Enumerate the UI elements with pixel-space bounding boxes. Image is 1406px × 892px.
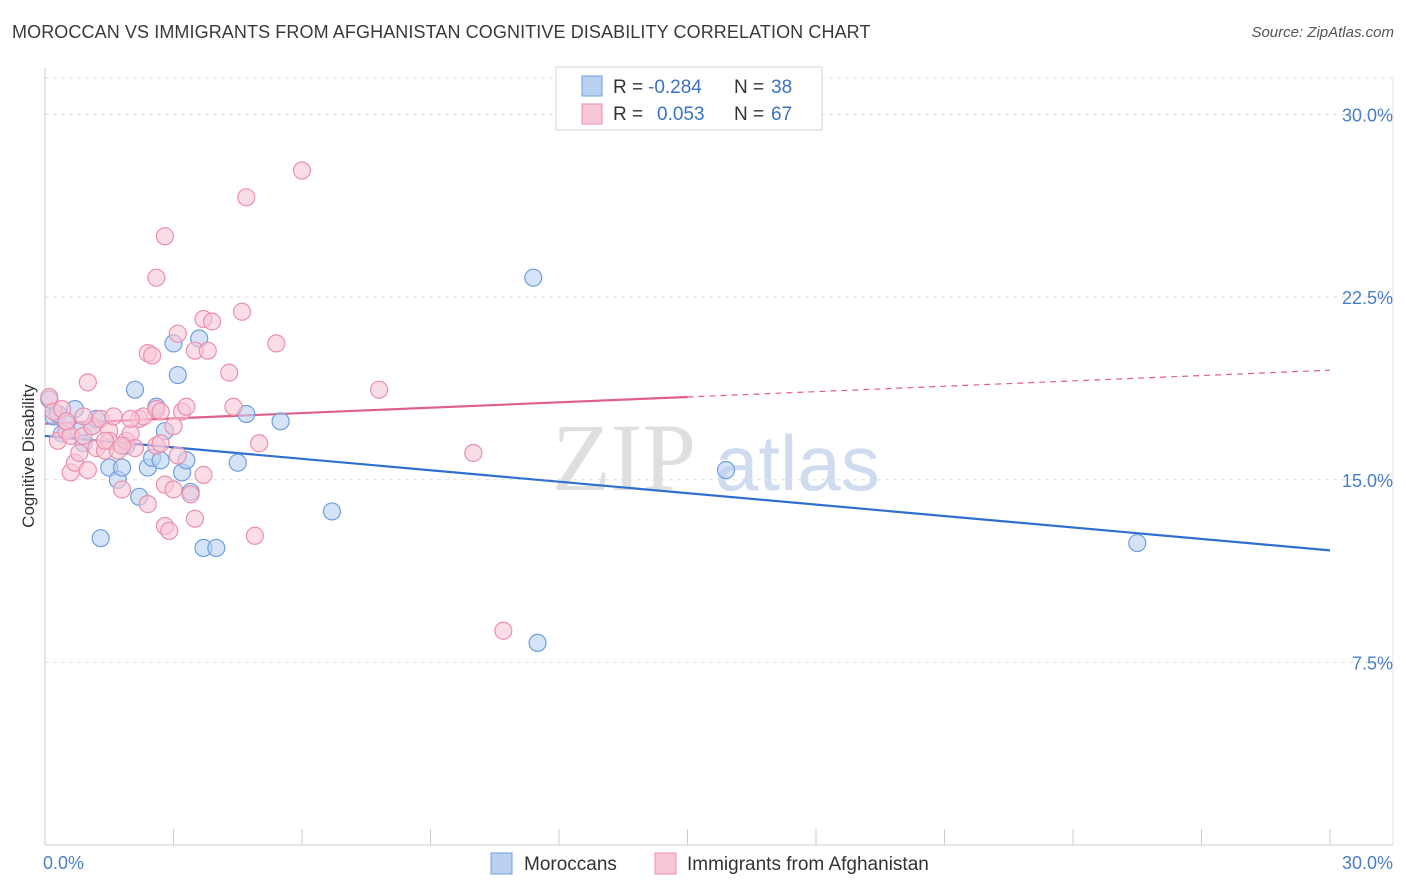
point-afghanistan [104,407,123,426]
point-afghanistan [370,380,389,399]
legend-r-label-2: R = [613,104,643,125]
gridlines [45,77,1394,845]
point-moroccans [528,633,547,653]
point-afghanistan [237,188,256,207]
legend-n-label-2: N = [734,104,764,125]
point-afghanistan [78,373,97,392]
point-afghanistan [168,324,187,343]
point-afghanistan [198,341,217,360]
x-tick-label-max: 30.0% [1342,853,1393,873]
legend-swatch-moroccans [581,75,603,97]
point-afghanistan [74,407,93,426]
y-axis-label: Cognitive Disability [19,384,38,528]
point-moroccans [91,529,110,548]
legend-n-value-afghanistan: 67 [771,104,792,125]
x-tick-label-min: 0.0% [43,853,84,873]
point-afghanistan [164,417,183,436]
bottom-legend-swatch-moroccans [490,852,513,875]
series-legend: Moroccans Immigrants from Afghanistan [490,852,929,875]
source-credit: Source: ZipAtlas.com [1251,24,1394,41]
point-afghanistan [250,434,269,453]
point-moroccans [1128,533,1147,553]
point-afghanistan [138,495,157,514]
y-tick-label: 7.5% [1352,653,1393,673]
legend-r-label-1: R = [613,77,643,98]
point-afghanistan [194,465,213,484]
y-tick-label: 30.0% [1342,106,1393,126]
point-moroccans [228,453,247,472]
point-afghanistan [168,446,187,465]
point-afghanistan [57,412,76,431]
point-afghanistan [224,397,243,416]
legend-n-value-moroccans: 38 [771,77,792,98]
point-afghanistan [147,268,166,287]
point-moroccans [271,412,290,431]
watermark-zip: ZIP [552,404,696,511]
point-afghanistan [121,409,140,428]
point-afghanistan [177,397,196,416]
point-afghanistan [245,526,264,545]
axes [44,68,1393,846]
legend-r-value-afghanistan: 0.053 [657,104,705,125]
watermark-atlas: atlas [715,419,880,507]
bottom-legend-swatch-afghanistan [654,852,677,875]
point-afghanistan [464,443,483,463]
point-afghanistan [220,363,239,382]
chart-title: MOROCCAN VS IMMIGRANTS FROM AFGHANISTAN … [12,22,871,42]
point-afghanistan [267,334,286,353]
y-tick-label: 22.5% [1342,288,1393,308]
point-afghanistan [181,485,200,504]
point-afghanistan [292,161,312,180]
data-points [40,161,1147,653]
point-afghanistan [95,431,115,450]
point-afghanistan [494,621,513,640]
point-afghanistan [160,521,179,540]
legend-n-label-1: N = [734,77,764,98]
legend-r-value-moroccans: -0.284 [648,77,702,98]
correlation-legend: R = -0.284 N = 38 R = 0.053 N = 67 [555,66,823,131]
point-afghanistan [112,480,132,499]
trendline-extension-afghanistan [687,369,1331,398]
point-afghanistan [164,480,183,499]
legend-swatch-afghanistan [581,103,603,125]
point-afghanistan [202,312,222,331]
bottom-legend-moroccans: Moroccans [524,854,617,875]
point-moroccans [125,380,145,399]
y-tick-label: 15.0% [1342,471,1393,491]
point-moroccans [524,268,543,287]
point-afghanistan [112,436,132,455]
point-afghanistan [155,227,175,246]
point-moroccans [168,365,187,385]
bottom-legend-afghanistan: Immigrants from Afghanistan [687,854,929,875]
point-moroccans [322,502,342,521]
point-afghanistan [70,443,89,463]
point-moroccans [112,458,132,477]
y-tick-labels: 7.5% 15.0% 22.5% 30.0% [1342,106,1393,674]
point-afghanistan [142,346,162,365]
point-afghanistan [151,402,170,421]
point-afghanistan [151,434,170,453]
point-moroccans [716,460,736,480]
trendline-moroccans [44,434,1331,552]
point-moroccans [207,538,226,558]
point-afghanistan [185,509,205,528]
point-afghanistan [232,302,252,321]
point-afghanistan [78,460,97,480]
